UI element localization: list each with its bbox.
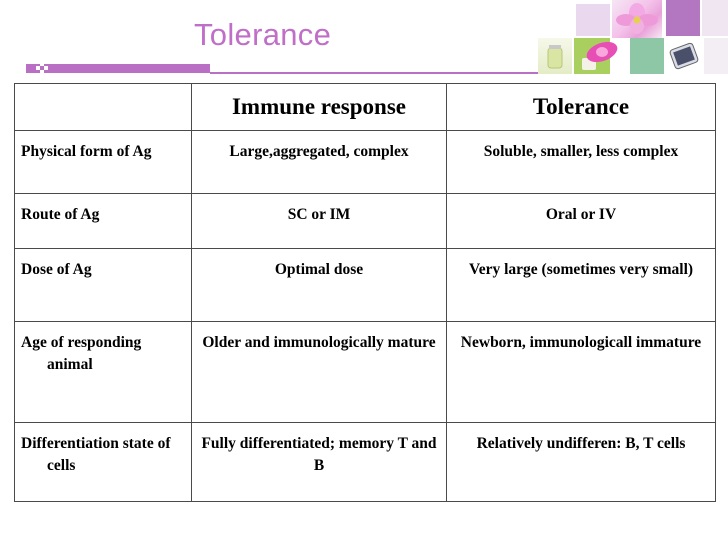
table-row: Physical form of Ag Large,aggregated, co…	[14, 130, 716, 194]
table-row: Dose of Ag Optimal dose Very large (some…	[14, 248, 716, 322]
table-row: Route of Ag SC or IM Oral or IV	[14, 193, 716, 249]
row-label-text: Differentiation state of cells	[21, 435, 171, 474]
tolerance-cell: Soluble, smaller, less complex	[446, 130, 716, 194]
teal-tile	[630, 38, 664, 74]
jar-icon	[547, 45, 563, 69]
immune-cell: Optimal dose	[191, 248, 447, 322]
jar-photo-tile	[538, 38, 572, 74]
comparison-table: Immune response Tolerance Physical form …	[14, 83, 716, 502]
immune-cell: Fully differentiated; memory T and B	[191, 422, 447, 502]
slide-title: Tolerance	[194, 17, 332, 52]
row-label-text: Route of Ag	[21, 206, 100, 223]
header-tolerance: Tolerance	[446, 83, 716, 131]
tolerance-cell: Newborn, immunologicall immature	[446, 321, 716, 423]
title-underline-line	[210, 72, 538, 74]
row-label-text: Physical form of Ag	[21, 143, 152, 160]
lightpurple-tile	[576, 4, 610, 36]
table-row: Age of responding animal Older and immun…	[14, 321, 716, 423]
table-row: Differentiation state of cells Fully dif…	[14, 422, 716, 502]
header-empty-cell	[14, 83, 192, 131]
tolerance-cell: Relatively undifferen: B, T cells	[446, 422, 716, 502]
title-underline-bar	[26, 64, 210, 73]
pink-flower-tile	[582, 30, 622, 74]
header-immune-response: Immune response	[191, 83, 447, 131]
row-label: Dose of Ag	[14, 248, 192, 322]
compact-mirror-icon	[669, 42, 699, 70]
row-label: Physical form of Ag	[14, 130, 192, 194]
tolerance-cell: Very large (sometimes very small)	[446, 248, 716, 322]
mirror-photo-tile	[666, 38, 702, 74]
decorative-collage	[538, 0, 728, 78]
immune-cell: Older and immunologically mature	[191, 321, 447, 423]
white-tile-right	[702, 0, 728, 36]
purple-tile-top	[666, 0, 700, 36]
row-label-text: Dose of Ag	[21, 261, 92, 278]
immune-cell: Large,aggregated, complex	[191, 130, 447, 194]
row-label: Route of Ag	[14, 193, 192, 249]
white-tile-bottom	[704, 38, 728, 74]
table-header-row: Immune response Tolerance	[14, 83, 716, 131]
row-label: Differentiation state of cells	[14, 422, 192, 502]
row-label-text: Age of responding animal	[21, 334, 142, 373]
tolerance-cell: Oral or IV	[446, 193, 716, 249]
decorative-bullet-icon	[36, 62, 48, 74]
immune-cell: SC or IM	[191, 193, 447, 249]
orchid-flower-icon	[616, 3, 658, 34]
row-label: Age of responding animal	[14, 321, 192, 423]
pink-flower-icon	[586, 41, 618, 63]
orchid-photo-tile	[612, 0, 662, 38]
